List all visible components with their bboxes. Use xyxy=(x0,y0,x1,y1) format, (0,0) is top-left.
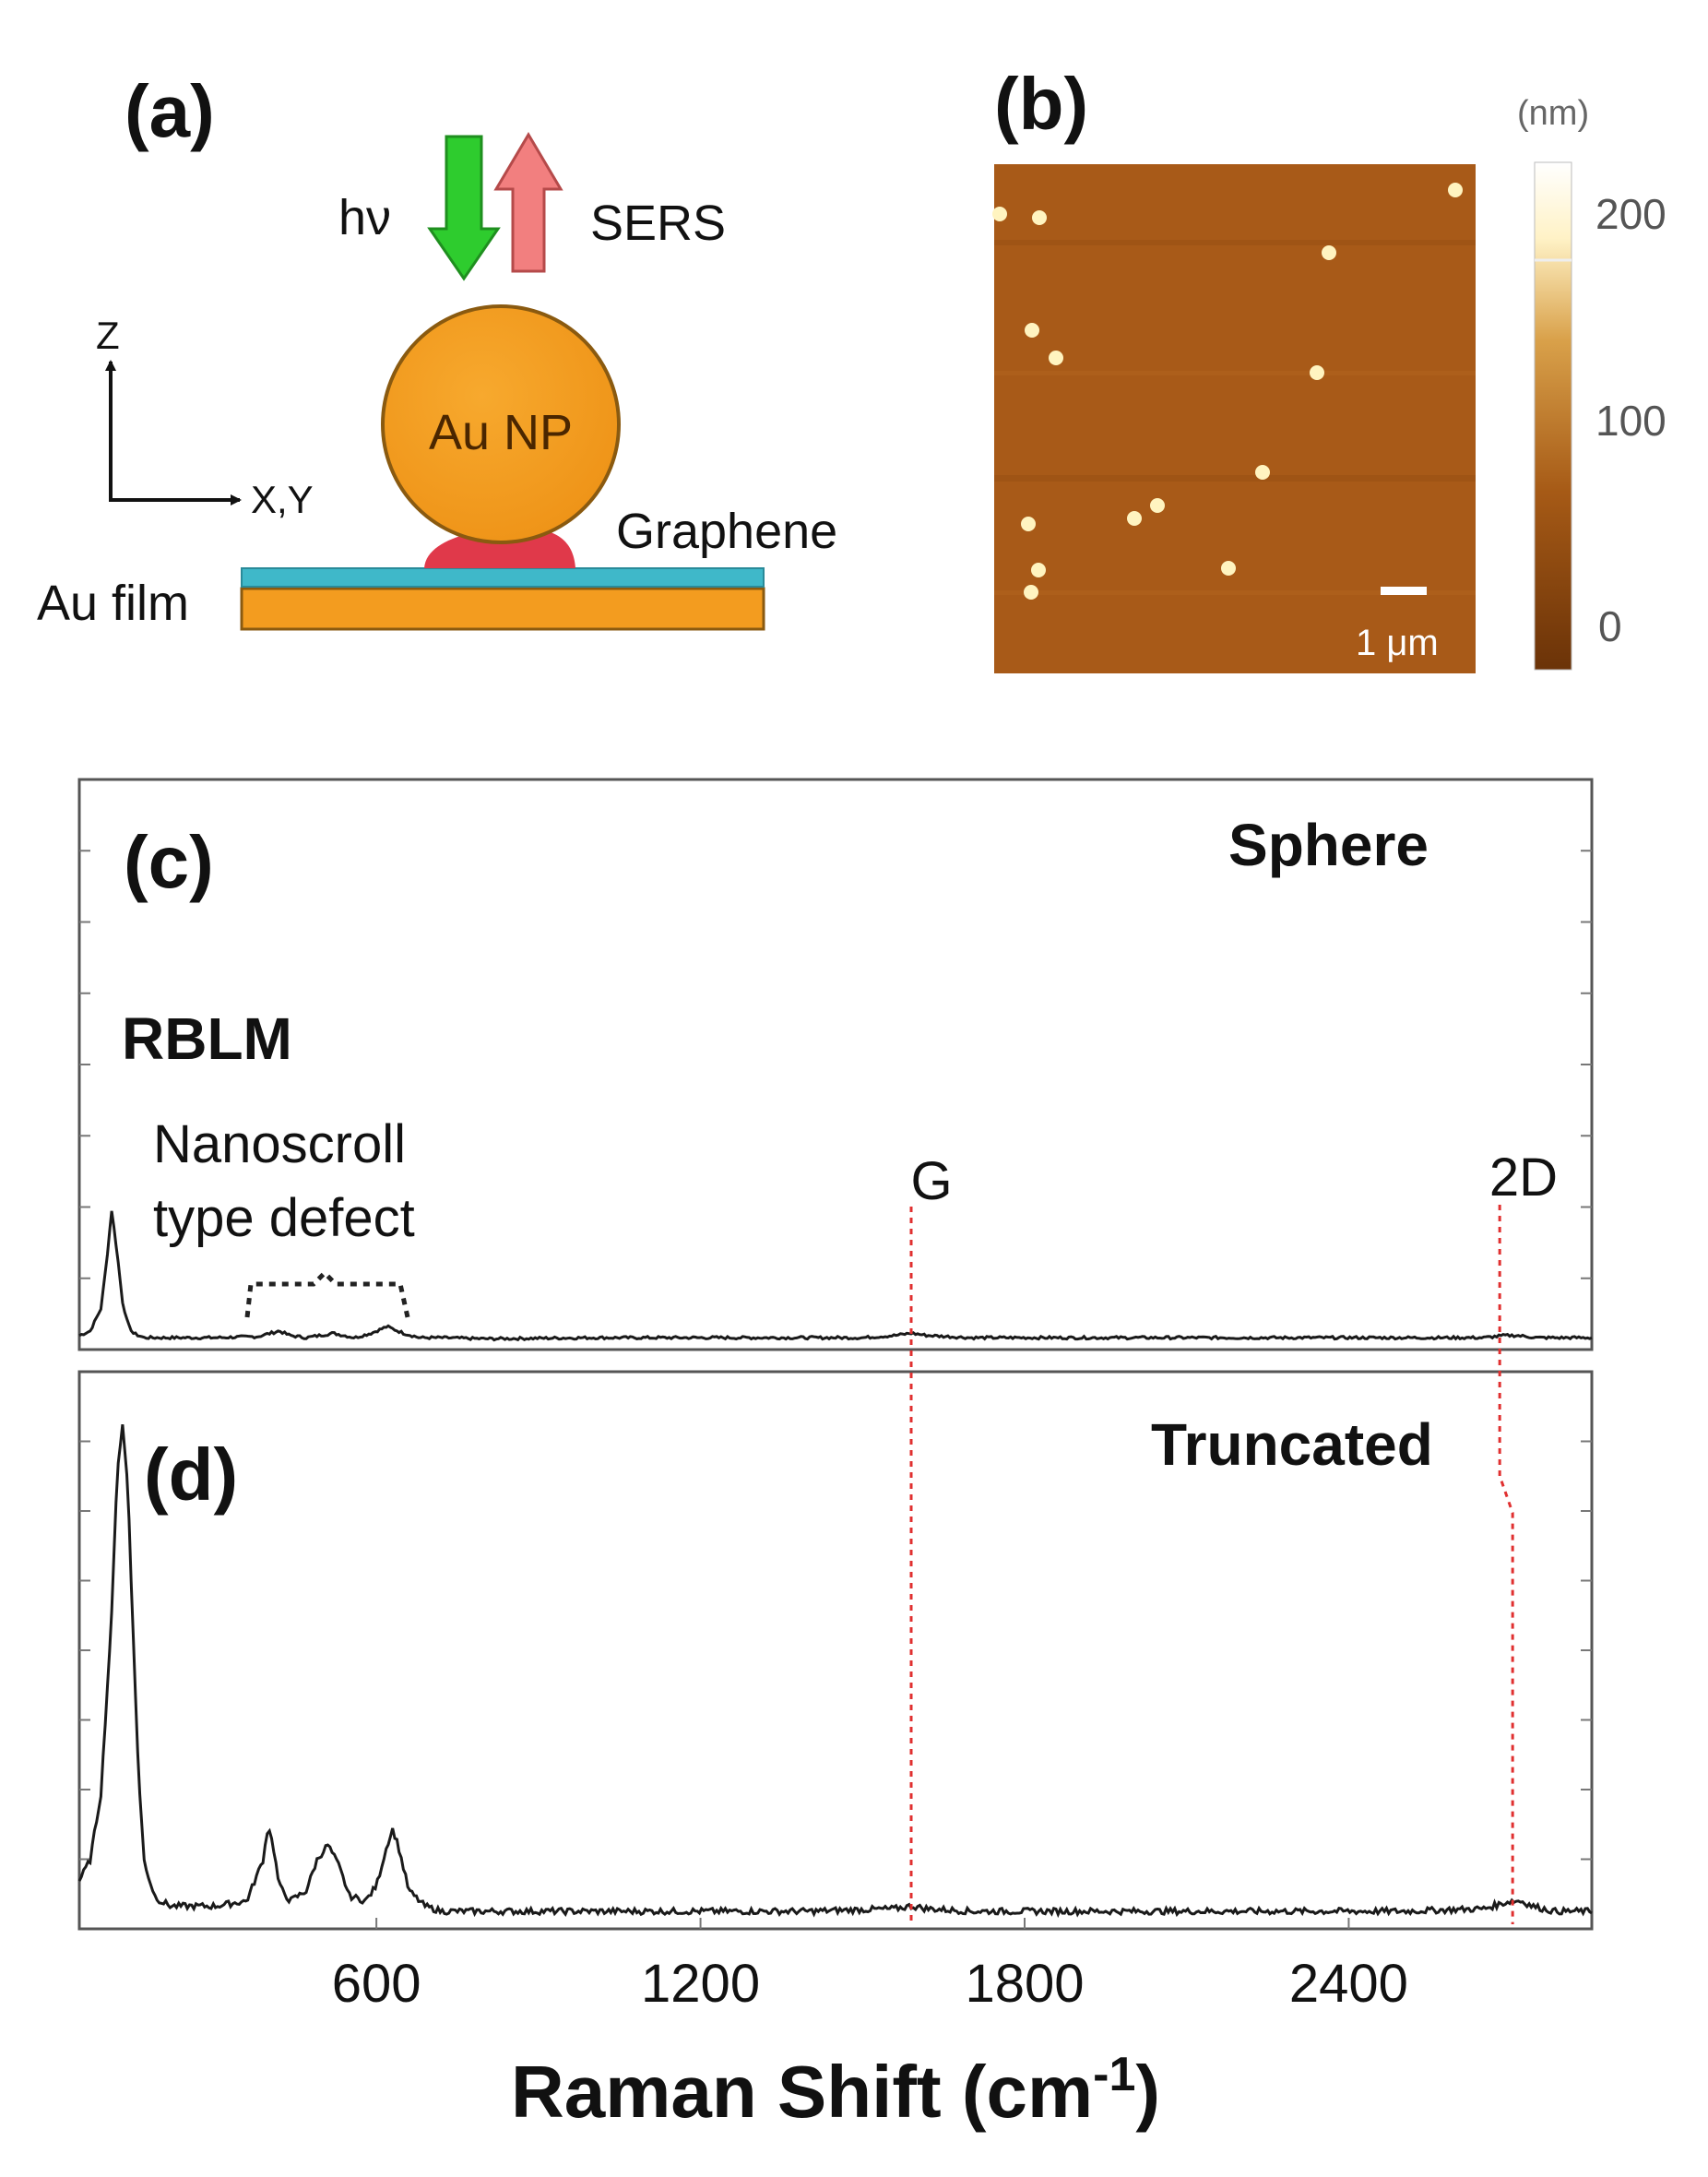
x-tick-label-2400: 2400 xyxy=(1289,1954,1408,2014)
colorbar-unit: (nm) xyxy=(1517,94,1589,133)
au-np-label: Au NP xyxy=(429,405,573,460)
z-axis-label: Z xyxy=(96,314,120,357)
afm-particle xyxy=(1255,465,1270,480)
two-d-band-guide xyxy=(1498,1205,1514,1924)
afm-particles xyxy=(992,183,1463,600)
spectrum-truncated xyxy=(77,1424,1593,1919)
sers-label: SERS xyxy=(590,196,726,251)
graphene-label: Graphene xyxy=(616,504,837,559)
afm-particle xyxy=(1150,498,1165,513)
panel-c-label: (c) xyxy=(124,821,214,903)
colorbar-tick-200: 200 xyxy=(1595,190,1666,238)
colorbar-tick-100: 100 xyxy=(1595,397,1666,445)
panel-d: (d) Truncated 600 1200 1800 2400 xyxy=(77,1370,1594,2014)
truncated-title: Truncated xyxy=(1151,1411,1433,1478)
afm-particle xyxy=(992,207,1007,221)
x-tick-label-1200: 1200 xyxy=(641,1954,760,2014)
g-label: G xyxy=(910,1151,952,1211)
scale-bar xyxy=(1381,587,1427,595)
colorbar-tick-0: 0 xyxy=(1598,602,1622,650)
defect-label-line2: type defect xyxy=(153,1188,415,1248)
panel-d-label: (d) xyxy=(144,1433,238,1516)
sers-arrow-icon xyxy=(493,132,563,273)
afm-particle xyxy=(1024,585,1038,600)
excitation-arrow-icon xyxy=(427,135,501,281)
afm-particle xyxy=(1310,365,1324,380)
plot-frame-d xyxy=(77,1370,1594,1931)
graphene-layer xyxy=(241,567,765,588)
x-tick-label-1800: 1800 xyxy=(965,1954,1084,2014)
two-d-label: 2D xyxy=(1489,1148,1558,1207)
afm-scan-texture xyxy=(994,240,1476,595)
afm-particle xyxy=(1127,511,1142,526)
rblm-label: RBLM xyxy=(122,1005,292,1072)
afm-particle xyxy=(1031,563,1046,577)
x-tick-label-600: 600 xyxy=(332,1954,421,2014)
colorbar xyxy=(1534,161,1572,671)
panel-a-label: (a) xyxy=(125,70,215,152)
x-tick-labels: 600 1200 1800 2400 xyxy=(332,1918,1408,2014)
afm-particle xyxy=(1025,323,1039,338)
panel-a: (a) hν SERS Z X,Y Au NP Graphene Au film xyxy=(37,70,837,631)
afm-particle xyxy=(1221,561,1236,576)
spectrum-sphere xyxy=(78,1210,1593,1342)
ticks-c xyxy=(79,850,1592,1279)
xy-axis-label: X,Y xyxy=(251,478,314,521)
afm-particle xyxy=(1322,245,1336,260)
au-film-label: Au film xyxy=(37,576,189,631)
afm-particle xyxy=(1448,183,1463,197)
afm-particle xyxy=(1032,210,1047,225)
au-nanoparticle xyxy=(381,304,621,544)
defect-label-line1: Nanoscroll xyxy=(153,1114,406,1174)
panel-b: (b) 1 μm (nm) 200 100 0 xyxy=(992,63,1666,673)
h-nu-label: hν xyxy=(338,190,391,245)
au-film-layer xyxy=(240,587,765,631)
sphere-title: Sphere xyxy=(1228,812,1429,878)
ticks-d xyxy=(79,1440,1592,1861)
panel-b-label: (b) xyxy=(994,63,1088,145)
afm-particle xyxy=(1049,351,1063,365)
scale-bar-label: 1 μm xyxy=(1356,623,1439,663)
panel-c: (c) Sphere RBLM Nanoscroll type defect G… xyxy=(77,778,1594,1351)
x-axis-label: Raman Shift (cm-1) xyxy=(511,2048,1160,2133)
afm-particle xyxy=(1021,517,1036,531)
